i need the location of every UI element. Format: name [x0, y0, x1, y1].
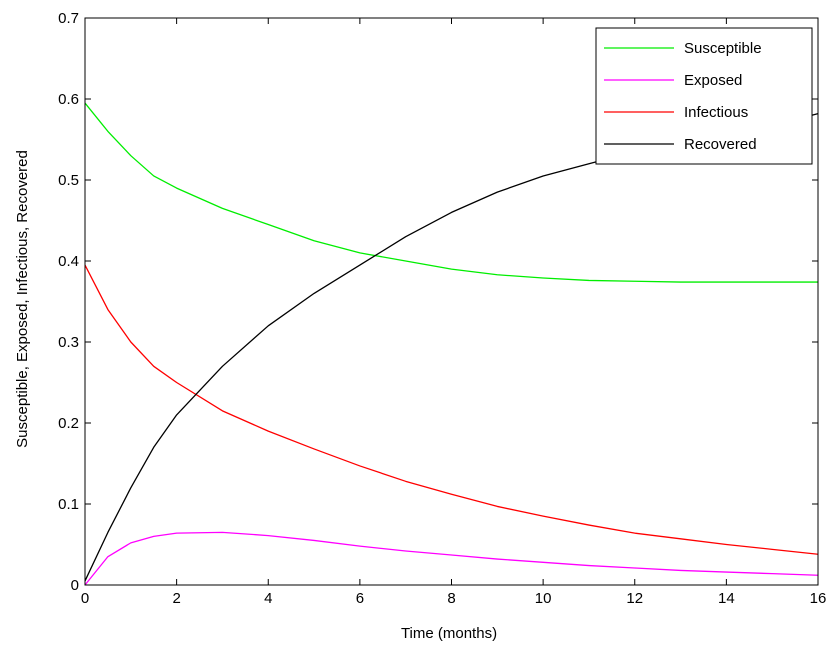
y-tick-label: 0	[71, 577, 79, 594]
x-tick-label: 2	[172, 590, 180, 607]
y-tick-label: 0.2	[58, 415, 79, 432]
legend-label-exposed: Exposed	[684, 72, 742, 89]
legend: Susceptible Exposed Infectious Recovered	[595, 27, 813, 165]
x-tick-label: 6	[356, 590, 364, 607]
y-axis-label: Susceptible, Exposed, Infectious, Recove…	[14, 150, 31, 448]
x-tick-label: 12	[626, 590, 643, 607]
series-line-exposed	[84, 531, 819, 586]
y-tick-label: 0.3	[58, 334, 79, 351]
y-tick-label: 0.7	[58, 10, 79, 27]
axes-layer: 0 2 4 6 8 10 12 14 16 0 0.1 0.2 0.3 0.4 0.5 0.6 0.7	[58, 10, 826, 607]
legend-box	[595, 27, 813, 165]
x-axis-label: Time (months)	[401, 625, 497, 642]
x-tick-label: 8	[447, 590, 455, 607]
y-tick-label: 0.4	[58, 253, 79, 270]
y-tick-label: 0.6	[58, 91, 79, 108]
series-line-susceptible	[84, 102, 818, 283]
x-tick-label: 14	[718, 590, 735, 607]
series-line-infectious	[84, 264, 819, 555]
legend-label-susceptible: Susceptible	[684, 40, 762, 57]
x-tick-label: 0	[81, 590, 89, 607]
x-tick-label: 10	[535, 590, 552, 607]
x-tick-label: 16	[810, 590, 827, 607]
legend-label-infectious: Infectious	[684, 104, 748, 121]
y-tick-label: 0.1	[58, 496, 79, 513]
y-tick-label: 0.5	[58, 172, 79, 189]
x-tick-label: 4	[264, 590, 272, 607]
legend-label-recovered: Recovered	[684, 136, 757, 153]
